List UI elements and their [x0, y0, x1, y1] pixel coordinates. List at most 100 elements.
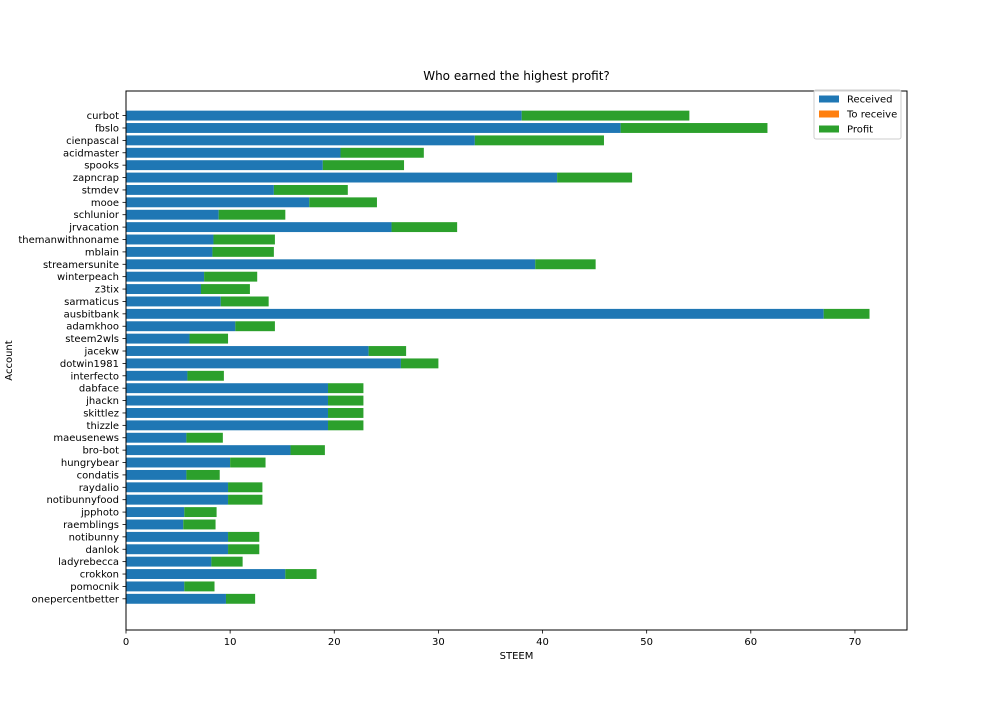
bar-received-onepercentbetter [126, 593, 226, 604]
bar-profit-dotwin1981 [400, 358, 439, 369]
bar-profit-curbot [521, 110, 690, 121]
bar-profit-cienpascal [474, 135, 604, 146]
bar-received-jpphoto [126, 507, 185, 518]
y-tick-label: themanwithnoname [18, 235, 119, 246]
x-tick-label: 0 [123, 637, 129, 648]
y-tick-label: condatis [77, 470, 119, 481]
bar-received-pomocnik [126, 581, 185, 592]
y-tick-label: schlunior [73, 210, 119, 221]
bar-profit-ausbitbank [823, 308, 870, 319]
bar-received-ladyrebecca [126, 556, 212, 567]
y-tick-label: jrvacation [68, 223, 119, 234]
plot-frame [125, 90, 908, 631]
bar-profit-interfecto [187, 370, 224, 381]
x-tick-label: 50 [640, 637, 653, 648]
y-tick-label: cienpascal [66, 136, 119, 147]
y-tick-label: acidmaster [63, 148, 120, 159]
bar-received-raydalio [126, 482, 229, 493]
y-tick-label: jacekw [83, 347, 119, 358]
bar-received-jacekw [126, 346, 369, 356]
y-tick-label: interfecto [70, 371, 119, 382]
bar-profit-schlunior [218, 209, 286, 220]
bar-received-fbslo [126, 123, 621, 133]
legend-label: Received [847, 95, 893, 106]
bar-profit-condatis [186, 469, 220, 480]
bar-profit-thizzle [328, 420, 364, 431]
x-tick-label: 10 [224, 637, 237, 648]
chart-title: Who earned the highest profit? [423, 69, 610, 83]
y-tick-label: maeusenews [53, 433, 119, 444]
bar-received-bro-bot [126, 445, 291, 456]
x-axis-label: STEEM [500, 651, 534, 662]
y-tick-label: hungrybear [61, 458, 120, 469]
bar-received-notibunny [126, 531, 229, 542]
bar-profit-bro-bot [290, 445, 325, 456]
bar-profit-themanwithnoname [213, 234, 275, 245]
y-tick-label: steem2wls [65, 334, 119, 345]
bar-profit-jhackn [328, 395, 364, 406]
bar-received-jhackn [126, 395, 329, 406]
bar-received-maeusenews [126, 432, 187, 443]
bar-profit-mblain [212, 246, 274, 257]
bar-profit-notibunny [228, 531, 260, 542]
bar-received-mooe [126, 197, 310, 208]
bar-profit-fbslo [620, 123, 768, 133]
y-tick-label: bro-bot [82, 446, 119, 457]
y-tick-label: curbot [87, 111, 119, 122]
bar-received-sarmaticus [126, 296, 221, 307]
bar-profit-mooe [309, 197, 377, 208]
bar-received-condatis [126, 469, 187, 480]
y-tick-label: sarmaticus [64, 297, 119, 308]
bar-received-acidmaster [126, 147, 341, 158]
bar-received-skittlez [126, 408, 329, 418]
x-tick-label: 70 [849, 637, 862, 648]
bar-received-notibunnyfood [126, 494, 229, 505]
bar-profit-raydalio [228, 482, 263, 493]
y-axis-label: Account [4, 340, 15, 380]
y-tick-label: pomocnik [70, 582, 119, 593]
y-tick-label: skittlez [83, 408, 119, 419]
x-tick-label: 30 [432, 637, 445, 648]
bar-profit-onepercentbetter [225, 593, 256, 604]
legend-swatch-received [819, 95, 839, 103]
y-tick-label: onepercentbetter [31, 594, 119, 605]
y-tick-label: raydalio [79, 483, 119, 494]
y-tick-label: adamkhoo [66, 322, 119, 333]
bar-received-ausbitbank [126, 308, 824, 319]
y-tick-label: dabface [79, 384, 119, 395]
bar-received-schlunior [126, 209, 219, 220]
bar-profit-jpphoto [184, 507, 217, 518]
y-tick-label: notibunny [69, 532, 120, 543]
bar-received-jrvacation [126, 222, 392, 233]
bar-profit-jrvacation [391, 222, 458, 233]
y-tick-label: ladyrebecca [58, 557, 119, 568]
bar-received-z3tix [126, 284, 201, 295]
bar-profit-stmdev [273, 184, 348, 195]
legend-swatch-profit [819, 125, 839, 133]
bar-profit-dabface [328, 383, 364, 394]
bar-profit-acidmaster [340, 147, 424, 158]
bar-received-zapncrap [126, 172, 558, 183]
bar-received-curbot [126, 110, 522, 121]
bar-received-cienpascal [126, 135, 475, 146]
y-tick-label: dotwin1981 [60, 359, 119, 370]
bar-received-danlok [126, 544, 229, 555]
bar-received-stmdev [126, 184, 274, 195]
bar-profit-zapncrap [557, 172, 633, 183]
bar-received-dotwin1981 [126, 358, 401, 369]
y-tick-label: streamersunite [43, 260, 119, 271]
bar-received-dabface [126, 383, 329, 394]
y-tick-label: stmdev [82, 185, 119, 196]
y-tick-label: fbslo [95, 123, 119, 134]
y-tick-label: crokkon [80, 570, 119, 581]
bar-profit-streamersunite [535, 259, 596, 270]
y-tick-label: z3tix [95, 285, 119, 296]
y-tick-label: danlok [85, 545, 119, 556]
y-tick-label: jhackn [85, 396, 119, 407]
y-tick-label: notibunnyfood [46, 495, 119, 506]
bar-profit-crokkon [285, 569, 317, 579]
y-tick-label: spooks [84, 161, 119, 172]
